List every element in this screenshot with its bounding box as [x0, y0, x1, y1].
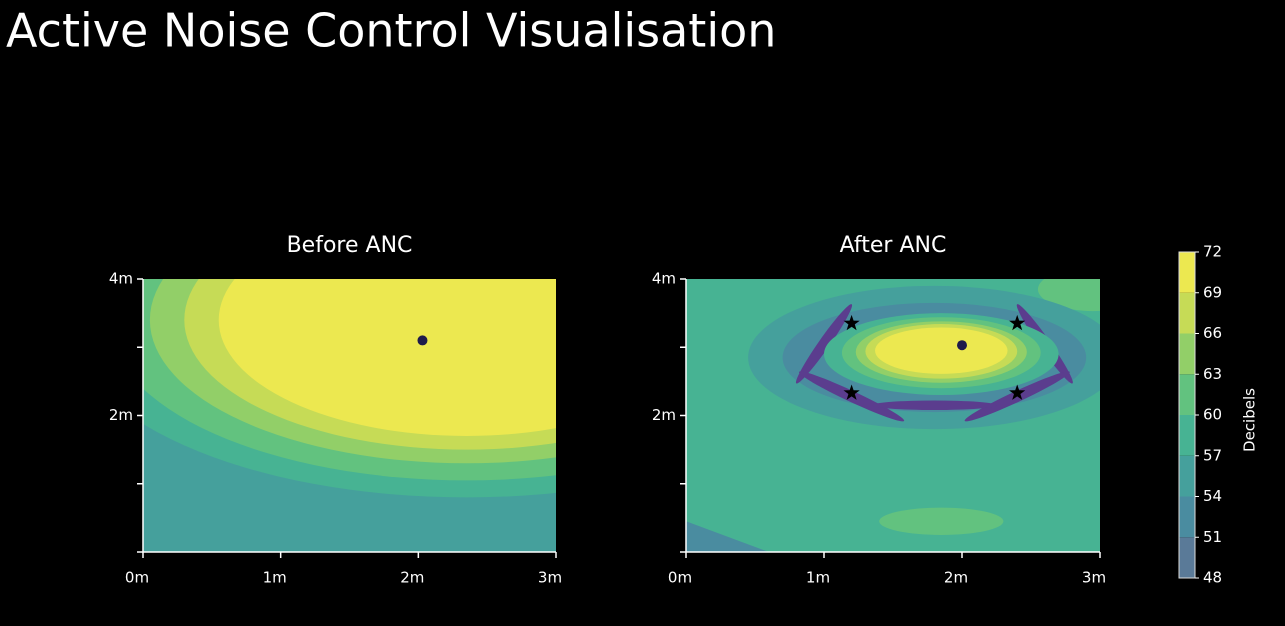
colorbar-band: [1179, 455, 1195, 497]
low-region: [795, 304, 853, 384]
plot-title: After ANC: [840, 233, 947, 258]
colorbar-tick-label: 57: [1203, 446, 1222, 464]
colorbar-tick-label: 60: [1203, 406, 1222, 424]
colorbar-band: [1179, 415, 1195, 456]
plot-title: Before ANC: [287, 233, 413, 258]
colorbar-band: [1179, 496, 1195, 538]
y-tick-label: 2m: [652, 406, 676, 424]
y-tick-label: 4m: [109, 270, 133, 288]
y-tick-label: 4m: [652, 270, 676, 288]
x-tick-label: 0m: [125, 569, 149, 587]
low-region: [872, 400, 997, 411]
speaker-marker: [843, 314, 860, 331]
source-marker: [417, 335, 428, 346]
contour-region: [686, 521, 769, 552]
contour-region: [879, 507, 1004, 535]
contour-region: [875, 327, 1008, 374]
colorbar-tick-label: 66: [1203, 324, 1222, 342]
colorbar-band: [1179, 374, 1195, 415]
colorbar-label: Decibels: [1241, 388, 1259, 452]
x-tick-label: 2m: [400, 569, 424, 587]
page-title: Active Noise Control Visualisation: [6, 4, 776, 58]
colorbar-tick-label: 69: [1203, 283, 1222, 301]
y-tick-label: 2m: [109, 406, 133, 424]
speaker-marker: [1009, 384, 1026, 400]
colorbar-band: [1179, 537, 1195, 578]
x-tick-label: 1m: [263, 569, 287, 587]
colorbar-tick-label: 54: [1203, 487, 1222, 505]
plot-area: [143, 279, 556, 552]
colorbar-tick-label: 72: [1203, 243, 1222, 261]
colorbar-tick-label: 63: [1203, 365, 1222, 383]
x-tick-label: 3m: [1082, 569, 1106, 587]
speaker-marker: [843, 384, 860, 400]
x-tick-label: 1m: [806, 569, 830, 587]
x-tick-label: 0m: [668, 569, 692, 587]
source-marker: [957, 340, 967, 351]
colorbar-band: [1179, 333, 1195, 375]
plot-area: [686, 279, 1100, 552]
x-tick-label: 2m: [944, 569, 968, 587]
colorbar-band: [1179, 252, 1195, 293]
speaker-marker: [1009, 314, 1026, 331]
x-tick-label: 3m: [538, 569, 562, 587]
contour-region: [218, 279, 556, 436]
colorbar-tick-label: 48: [1203, 569, 1222, 587]
colorbar-tick-label: 51: [1203, 528, 1222, 546]
colorbar-band: [1179, 292, 1195, 334]
